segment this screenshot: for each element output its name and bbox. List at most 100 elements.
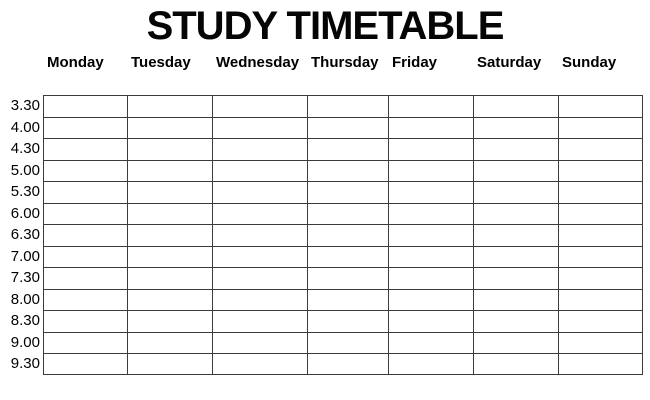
timetable-cell bbox=[307, 224, 388, 246]
timetable-cell bbox=[43, 310, 127, 332]
time-label: 7.00 bbox=[10, 247, 40, 265]
timetable-cell bbox=[127, 224, 212, 246]
timetable-cell bbox=[307, 245, 388, 267]
timetable-cell bbox=[388, 138, 473, 160]
timetable-cell bbox=[473, 224, 558, 246]
timetable-cell bbox=[127, 116, 212, 138]
timetable-cell bbox=[127, 138, 212, 160]
timetable-cell bbox=[473, 245, 558, 267]
timetable-cell bbox=[212, 267, 307, 289]
timetable-cell bbox=[212, 245, 307, 267]
day-header-sunday: Sunday bbox=[562, 54, 617, 71]
timetable-cell bbox=[388, 181, 473, 203]
timetable-cell bbox=[558, 95, 643, 117]
day-header-friday: Friday bbox=[392, 54, 438, 71]
timetable-cell bbox=[212, 202, 307, 224]
timetable-cell bbox=[43, 224, 127, 246]
timetable-cell bbox=[212, 331, 307, 353]
time-label: 8.00 bbox=[10, 290, 40, 308]
timetable-cell bbox=[307, 353, 388, 375]
timetable-cell bbox=[388, 224, 473, 246]
timetable-cell bbox=[388, 159, 473, 181]
day-header-thursday: Thursday bbox=[311, 54, 379, 71]
time-label: 9.30 bbox=[10, 355, 40, 372]
timetable-cell bbox=[127, 331, 212, 353]
timetable-cell bbox=[43, 331, 127, 353]
timetable-cell bbox=[388, 288, 473, 310]
time-label: 4.30 bbox=[10, 140, 40, 157]
timetable-cell bbox=[43, 202, 127, 224]
timetable-cell bbox=[473, 138, 558, 160]
timetable-cell bbox=[388, 331, 473, 353]
timetable-cell bbox=[43, 95, 127, 117]
timetable-cell bbox=[127, 310, 212, 332]
timetable-body: 3.30 4.00 4.30 5.00 5.30 6.00 6.30 7.00 7.30 8.00… bbox=[0, 95, 650, 375]
timetable-cell bbox=[307, 116, 388, 138]
timetable-cell bbox=[558, 288, 643, 310]
timetable-cell bbox=[212, 116, 307, 138]
timetable-cell bbox=[473, 267, 558, 289]
day-header-tuesday: Tuesday bbox=[131, 54, 191, 71]
timetable-cell bbox=[307, 181, 388, 203]
timetable-cell bbox=[212, 138, 307, 160]
timetable-cell bbox=[43, 267, 127, 289]
day-header-row: Monday Tuesday Wednesday Thursday Friday… bbox=[0, 53, 650, 73]
header-corner-spacer bbox=[0, 53, 43, 73]
time-label: 7.30 bbox=[10, 269, 40, 286]
timetable-cell bbox=[558, 310, 643, 332]
timetable-cell bbox=[127, 245, 212, 267]
timetable-cell bbox=[127, 353, 212, 375]
timetable-cell bbox=[127, 181, 212, 203]
timetable-cell bbox=[212, 159, 307, 181]
timetable-cell bbox=[558, 353, 643, 375]
timetable-cell bbox=[473, 181, 558, 203]
timetable-cell bbox=[473, 202, 558, 224]
timetable-cell bbox=[127, 267, 212, 289]
timetable-cell bbox=[388, 95, 473, 117]
timetable-cell bbox=[473, 353, 558, 375]
timetable-cell bbox=[473, 288, 558, 310]
time-label: 8.30 bbox=[10, 312, 40, 329]
timetable-cell bbox=[43, 138, 127, 160]
timetable-cell bbox=[43, 288, 127, 310]
timetable-cell bbox=[307, 331, 388, 353]
time-label: 6.30 bbox=[10, 226, 40, 243]
timetable-cell bbox=[212, 353, 307, 375]
timetable-cell bbox=[43, 116, 127, 138]
timetable-cell bbox=[307, 310, 388, 332]
timetable-cell bbox=[307, 95, 388, 117]
time-label: 9.00 bbox=[10, 333, 40, 351]
timetable-cell bbox=[43, 245, 127, 267]
time-label: 4.00 bbox=[10, 118, 40, 136]
timetable-cell bbox=[127, 159, 212, 181]
timetable-cell bbox=[43, 159, 127, 181]
timetable-cell bbox=[388, 116, 473, 138]
timetable-cell bbox=[388, 353, 473, 375]
timetable-cell bbox=[558, 267, 643, 289]
timetable-cell bbox=[473, 95, 558, 117]
day-header-wednesday: Wednesday bbox=[216, 54, 300, 71]
timetable-cell bbox=[127, 95, 212, 117]
timetable-cell bbox=[558, 224, 643, 246]
timetable-cell bbox=[473, 331, 558, 353]
timetable-cell bbox=[212, 310, 307, 332]
day-header-monday: Monday bbox=[47, 54, 104, 71]
timetable-cell bbox=[558, 181, 643, 203]
timetable-cell bbox=[558, 202, 643, 224]
timetable-cell bbox=[473, 159, 558, 181]
time-label: 6.00 bbox=[10, 204, 40, 222]
timetable-cell bbox=[558, 159, 643, 181]
time-label: 5.30 bbox=[10, 183, 40, 200]
time-label: 5.00 bbox=[10, 161, 40, 179]
timetable-cell bbox=[212, 224, 307, 246]
timetable-cell bbox=[388, 310, 473, 332]
timetable-cell bbox=[127, 202, 212, 224]
day-header-saturday: Saturday bbox=[477, 54, 542, 71]
timetable-cell bbox=[558, 331, 643, 353]
timetable-cell bbox=[473, 116, 558, 138]
timetable-cell bbox=[43, 353, 127, 375]
timetable-cell bbox=[388, 245, 473, 267]
timetable-cell bbox=[212, 181, 307, 203]
timetable-cell bbox=[388, 202, 473, 224]
